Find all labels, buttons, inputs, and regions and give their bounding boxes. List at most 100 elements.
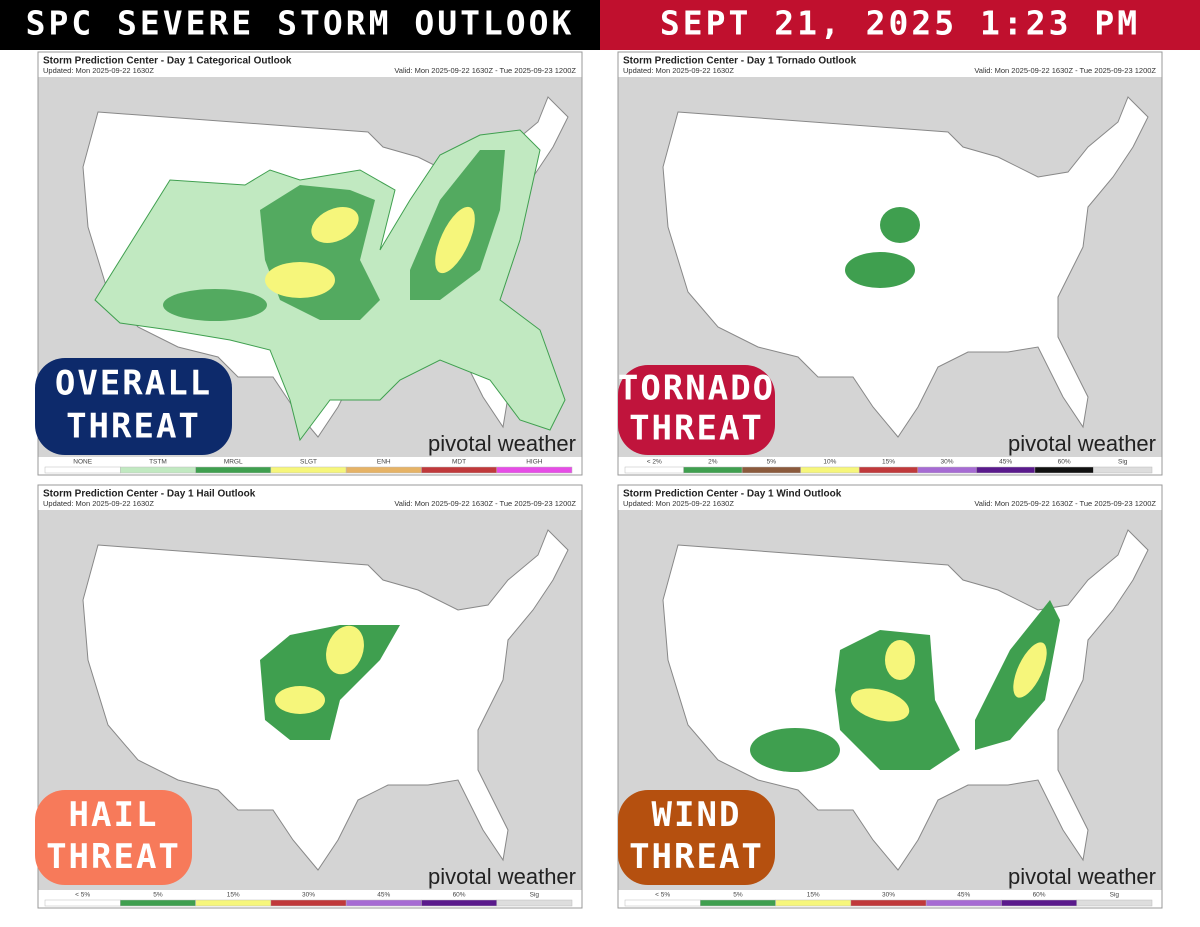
legend-swatch	[195, 899, 272, 907]
hail-15pct-area	[326, 625, 364, 675]
watermark: pivotal weather	[428, 864, 576, 889]
legend-swatch	[345, 899, 422, 907]
legend-label: 45%	[377, 892, 390, 899]
threat-badge-text: OVERALL	[55, 364, 212, 404]
legend-swatch	[496, 466, 573, 474]
panel-frame	[617, 484, 1163, 909]
legend-label: MRGL	[224, 459, 243, 466]
legend-swatch	[700, 899, 776, 907]
header-right-bg	[600, 0, 1200, 50]
legend-swatch	[345, 466, 422, 474]
legend-label: 5%	[153, 892, 163, 899]
legend-label: 30%	[302, 892, 315, 899]
legend-label: 5%	[767, 459, 777, 466]
threat-badge-text: HAIL	[69, 795, 159, 835]
threat-badge-text: THREAT	[46, 837, 181, 877]
watermark: pivotal weather	[1008, 431, 1156, 456]
legend-label: 15%	[227, 892, 240, 899]
legend-label: 60%	[453, 892, 466, 899]
legend-label: ENH	[377, 459, 391, 466]
panel-frame	[617, 51, 1163, 476]
panel-updated: Updated: Mon 2025-09-22 1630Z	[43, 66, 154, 75]
legend-label: 5%	[733, 892, 743, 899]
legend-label: 2%	[708, 459, 718, 466]
legend-swatch	[421, 466, 497, 474]
wind-15pct-area	[1013, 642, 1047, 698]
legend-label: 30%	[882, 892, 895, 899]
legend-label: SLGT	[300, 459, 317, 466]
panel-valid: Valid: Mon 2025-09-22 1630Z - Tue 2025-0…	[394, 499, 576, 508]
map	[618, 510, 1162, 890]
panel-valid: Valid: Mon 2025-09-22 1630Z - Tue 2025-0…	[974, 66, 1156, 75]
panel: Storm Prediction Center - Day 1 Categori…	[37, 51, 583, 476]
legend-label: 60%	[1033, 892, 1046, 899]
legend-swatch	[741, 466, 801, 474]
legend-swatch	[496, 899, 573, 907]
panel-title: Storm Prediction Center - Day 1 Hail Out…	[43, 489, 256, 500]
legend-label: Sig	[1110, 892, 1120, 899]
threat-badge	[35, 358, 232, 455]
legend-label: 15%	[807, 892, 820, 899]
header-right: SEPT 21, 2025 1:23 PM	[660, 4, 1140, 43]
legend-swatch	[800, 466, 860, 474]
threat-badge	[618, 365, 775, 455]
legend-label: HIGH	[526, 459, 543, 466]
threat-badge-text: THREAT	[629, 837, 764, 877]
legend-swatch	[624, 466, 684, 474]
hail-15pct-area	[275, 686, 325, 714]
panel-title: Storm Prediction Center - Day 1 Tornado …	[623, 56, 857, 67]
legend-label: Sig	[1118, 459, 1128, 466]
panel-updated: Updated: Mon 2025-09-22 1630Z	[623, 66, 734, 75]
watermark: pivotal weather	[1008, 864, 1156, 889]
legend-label: 15%	[882, 459, 895, 466]
legend-swatch	[976, 466, 1036, 474]
legend-label: < 2%	[647, 459, 662, 466]
slgt-area	[311, 207, 359, 243]
legend-swatch	[775, 899, 852, 907]
panel-frame	[37, 51, 583, 476]
slgt-area	[435, 206, 475, 274]
legend-label: 60%	[1058, 459, 1071, 466]
threat-badge-text: THREAT	[66, 406, 201, 446]
mrgl-area	[163, 289, 267, 321]
map	[38, 77, 582, 457]
legend-label: 30%	[941, 459, 954, 466]
wind-15pct-area	[885, 640, 915, 680]
legend-swatch	[44, 466, 121, 474]
legend-swatch	[120, 466, 196, 474]
legend-swatch	[421, 899, 497, 907]
tornado-2pct-area	[845, 252, 915, 288]
threat-badge	[618, 790, 775, 885]
tornado-2pct-area	[880, 207, 920, 243]
legend-label: < 5%	[75, 892, 90, 899]
legend-swatch	[925, 899, 1002, 907]
wind-15pct-area	[850, 688, 910, 722]
legend-label: TSTM	[149, 459, 167, 466]
threat-badge	[35, 790, 192, 885]
legend-label: 45%	[999, 459, 1012, 466]
legend-swatch	[120, 899, 196, 907]
panel-valid: Valid: Mon 2025-09-22 1630Z - Tue 2025-0…	[394, 66, 576, 75]
legend-label: MDT	[452, 459, 466, 466]
legend-swatch	[1034, 466, 1094, 474]
panel-updated: Updated: Mon 2025-09-22 1630Z	[43, 499, 154, 508]
threat-badge-text: THREAT	[629, 408, 764, 448]
panel-title: Storm Prediction Center - Day 1 Categori…	[43, 56, 292, 67]
panel-valid: Valid: Mon 2025-09-22 1630Z - Tue 2025-0…	[974, 499, 1156, 508]
panel-frame	[37, 484, 583, 909]
legend-label: < 5%	[655, 892, 670, 899]
threat-badge-text: WIND	[652, 795, 742, 835]
legend-swatch	[850, 899, 927, 907]
wind-5pct-area	[750, 728, 840, 772]
legend-swatch	[917, 466, 977, 474]
watermark: pivotal weather	[428, 431, 576, 456]
legend-swatch	[683, 466, 743, 474]
panel-title: Storm Prediction Center - Day 1 Wind Out…	[623, 489, 842, 500]
legend-swatch	[270, 899, 347, 907]
legend-swatch	[270, 466, 347, 474]
threat-badge-text: TORNADO	[618, 369, 775, 409]
legend-swatch	[1076, 899, 1153, 907]
legend-label: 10%	[823, 459, 836, 466]
panel-updated: Updated: Mon 2025-09-22 1630Z	[623, 499, 734, 508]
